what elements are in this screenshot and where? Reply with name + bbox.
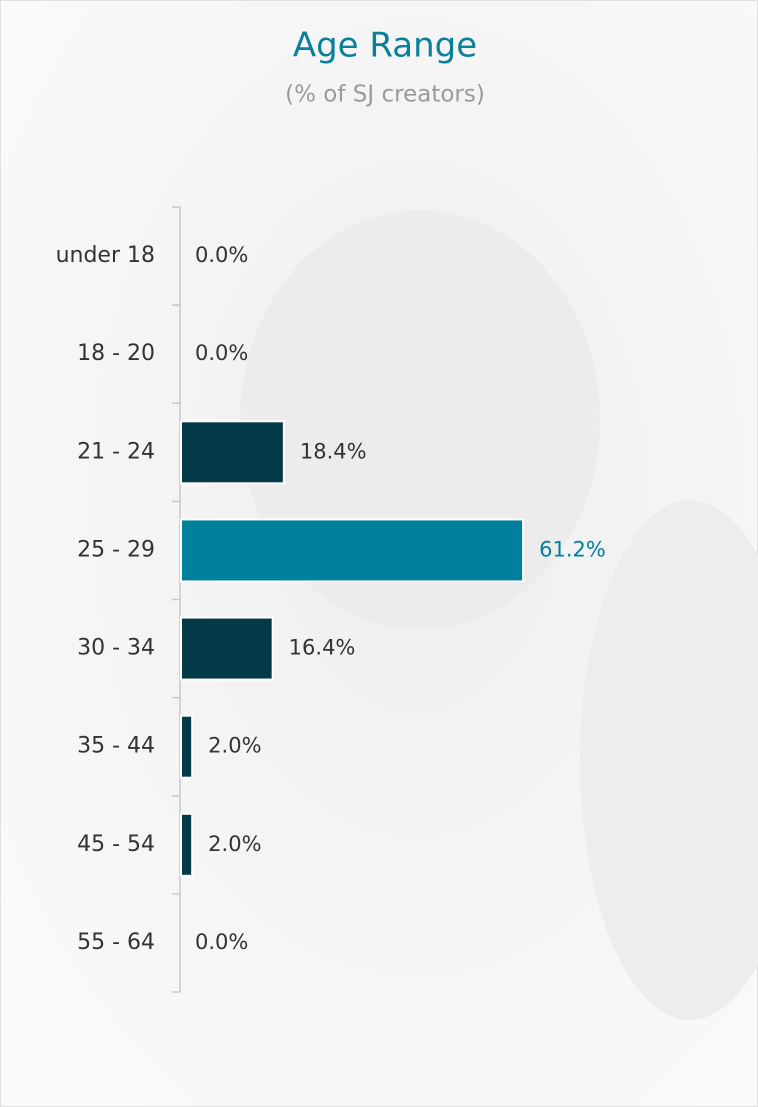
value-label: 2.0% xyxy=(208,832,261,856)
category-label: 30 - 34 xyxy=(77,636,155,661)
value-label: 18.4% xyxy=(300,439,367,463)
category-label: under 18 xyxy=(56,243,155,268)
bar xyxy=(181,519,523,581)
chart-subtitle: (% of SJ creators) xyxy=(285,82,485,108)
value-label: 0.0% xyxy=(195,930,248,954)
category-label: 18 - 20 xyxy=(77,341,155,366)
category-label: 55 - 64 xyxy=(77,930,155,955)
category-label: 21 - 24 xyxy=(77,439,155,464)
value-label: 61.2% xyxy=(539,537,606,561)
page: Age Range (% of SJ creators) under 18 0.0… xyxy=(0,0,758,1107)
bar xyxy=(181,421,284,483)
bar xyxy=(181,618,273,680)
value-label: 2.0% xyxy=(208,734,261,758)
category-label: 45 - 54 xyxy=(77,832,155,857)
bar xyxy=(181,814,192,876)
category-label: 25 - 29 xyxy=(77,537,155,562)
value-label: 0.0% xyxy=(195,243,248,267)
bar xyxy=(181,716,192,778)
value-label: 0.0% xyxy=(195,341,248,365)
value-label: 16.4% xyxy=(289,636,356,660)
category-label: 35 - 44 xyxy=(77,734,155,759)
chart-title: Age Range xyxy=(293,26,477,66)
chart: Age Range (% of SJ creators) under 18 0.0… xyxy=(0,0,758,1107)
